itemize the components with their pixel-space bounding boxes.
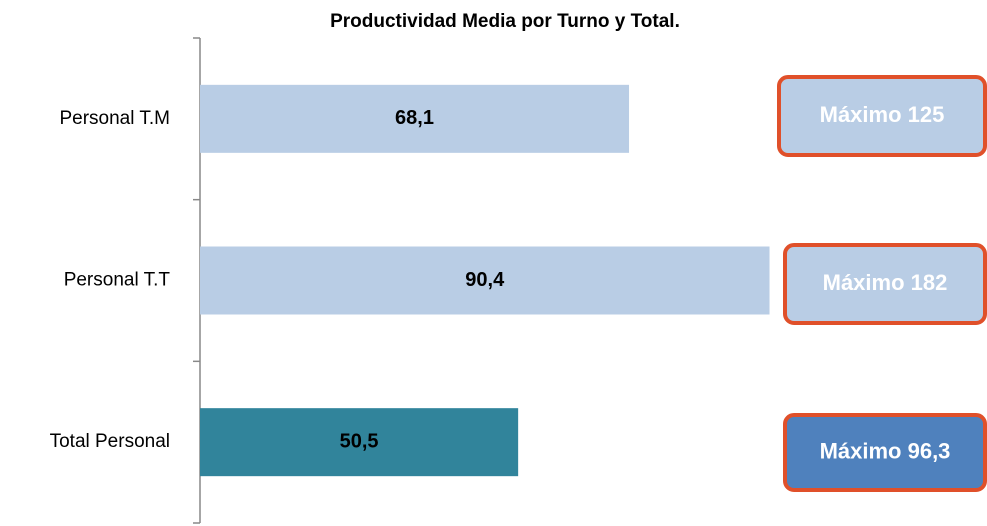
value-label: 50,5 xyxy=(340,430,379,452)
bar xyxy=(200,408,519,477)
y-tick-label: Total Personal xyxy=(50,431,170,452)
annotation: Máximo 182 xyxy=(823,270,948,295)
value-label: 90,4 xyxy=(465,269,505,291)
annotation-box xyxy=(783,413,987,492)
bar xyxy=(200,84,630,153)
value-label: 68,1 xyxy=(395,107,434,129)
annotation: Máximo 96,3 xyxy=(820,438,951,463)
annotation-box xyxy=(777,75,987,157)
chart-title: Productividad Media por Turno y Total. xyxy=(330,11,680,32)
bar xyxy=(200,246,770,315)
annotation: Máximo 125 xyxy=(820,102,945,127)
annotation-box xyxy=(783,243,987,325)
y-tick-label: Personal T.T xyxy=(64,270,171,291)
y-tick-label: Personal T.M xyxy=(59,108,170,129)
